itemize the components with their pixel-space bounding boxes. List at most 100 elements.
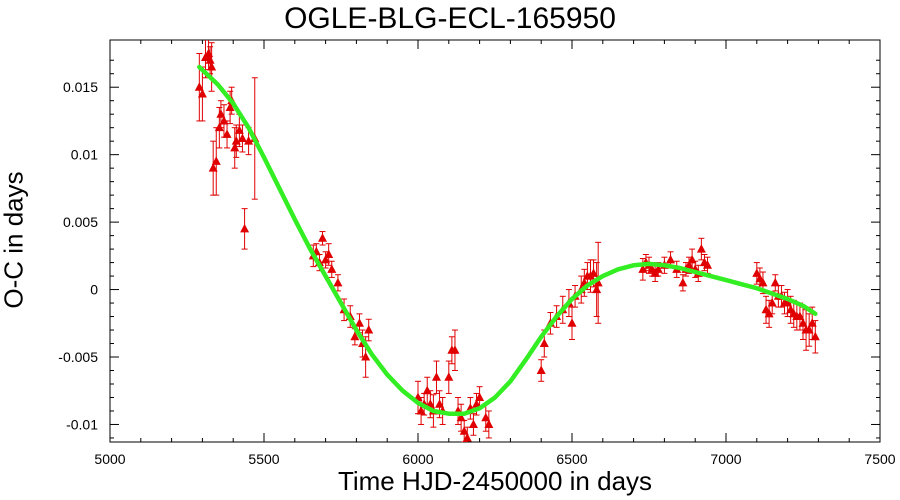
data-point bbox=[770, 274, 780, 292]
point-marker bbox=[472, 399, 482, 408]
x-axis: 5000 5500 6000 6500 7000 7500 bbox=[94, 40, 896, 467]
data-point bbox=[462, 426, 472, 442]
point-marker bbox=[324, 249, 334, 258]
point-marker bbox=[484, 419, 494, 428]
point-marker bbox=[684, 260, 694, 269]
point-marker bbox=[450, 345, 460, 354]
point-marker bbox=[481, 412, 491, 422]
y-tick-label: 0.01 bbox=[71, 147, 98, 163]
point-marker bbox=[321, 254, 331, 264]
y-tick-label: 0.005 bbox=[63, 214, 98, 230]
x-tick-label: 6500 bbox=[556, 451, 587, 467]
point-marker bbox=[197, 88, 207, 98]
data-point bbox=[468, 413, 478, 436]
x-tick-label: 7500 bbox=[864, 451, 895, 467]
point-marker bbox=[752, 268, 762, 277]
data-point bbox=[444, 360, 454, 394]
data-point bbox=[593, 241, 603, 324]
point-marker bbox=[539, 338, 549, 348]
point-marker bbox=[678, 277, 688, 287]
point-marker bbox=[416, 405, 426, 415]
data-point bbox=[536, 359, 546, 382]
x-tick-label: 5500 bbox=[248, 451, 279, 467]
data-point bbox=[222, 120, 232, 149]
point-marker bbox=[244, 136, 254, 145]
data-point bbox=[231, 124, 241, 158]
point-marker bbox=[234, 125, 244, 134]
point-marker bbox=[462, 432, 472, 442]
point-marker bbox=[333, 277, 343, 287]
point-marker bbox=[653, 264, 663, 273]
point-marker bbox=[783, 298, 793, 307]
data-point bbox=[237, 124, 247, 153]
data-point bbox=[207, 42, 217, 92]
point-marker bbox=[211, 156, 221, 165]
data-point bbox=[450, 329, 460, 372]
y-axis-label: O-C in days bbox=[0, 171, 29, 309]
point-marker bbox=[456, 412, 466, 422]
data-point bbox=[318, 231, 328, 246]
point-marker bbox=[237, 133, 247, 142]
point-marker bbox=[364, 325, 374, 334]
point-marker bbox=[240, 223, 250, 233]
data-point bbox=[354, 313, 364, 334]
x-tick-label: 6000 bbox=[402, 451, 433, 467]
point-marker bbox=[589, 268, 599, 277]
point-marker bbox=[207, 61, 217, 71]
point-marker bbox=[350, 331, 360, 341]
point-marker bbox=[208, 163, 218, 172]
point-marker bbox=[214, 122, 224, 132]
data-point bbox=[230, 127, 240, 169]
data-point bbox=[678, 274, 688, 292]
point-marker bbox=[703, 260, 713, 269]
point-marker bbox=[230, 142, 240, 152]
point-marker bbox=[422, 385, 432, 395]
point-marker bbox=[567, 318, 577, 327]
y-axis: 0.015 0.01 0.005 0 -0.005 -0.01 bbox=[58, 59, 880, 439]
point-marker bbox=[225, 102, 235, 111]
point-marker bbox=[435, 399, 445, 408]
point-marker bbox=[459, 426, 469, 435]
point-marker bbox=[231, 136, 241, 145]
y-tick-label: 0.015 bbox=[63, 79, 98, 95]
point-marker bbox=[696, 244, 706, 253]
point-marker bbox=[204, 48, 214, 57]
point-marker bbox=[194, 82, 204, 91]
data-point bbox=[567, 306, 577, 340]
x-tick-label: 5000 bbox=[94, 451, 125, 467]
data-point bbox=[758, 271, 768, 295]
point-marker bbox=[468, 419, 478, 428]
point-marker bbox=[219, 115, 229, 125]
point-marker bbox=[444, 372, 454, 381]
data-point bbox=[484, 410, 494, 439]
data-point bbox=[327, 260, 337, 278]
y-tick-label: 0 bbox=[90, 282, 98, 298]
data-point bbox=[804, 313, 814, 347]
chart-title: OGLE-BLG-ECL-165950 bbox=[284, 2, 616, 35]
point-marker bbox=[216, 109, 226, 118]
point-marker bbox=[361, 352, 371, 361]
point-marker bbox=[431, 372, 441, 381]
x-axis-label: Time HJD-2450000 in days bbox=[337, 466, 653, 496]
x-tick-label: 7000 bbox=[710, 451, 741, 467]
data-point bbox=[364, 318, 374, 342]
point-marker bbox=[767, 298, 777, 307]
point-marker bbox=[205, 55, 215, 64]
fit-curve bbox=[197, 64, 818, 416]
point-marker bbox=[475, 392, 485, 401]
data-point bbox=[425, 390, 435, 419]
point-marker bbox=[798, 318, 808, 327]
point-marker bbox=[354, 318, 364, 327]
data-point bbox=[810, 320, 820, 354]
y-tick-label: -0.005 bbox=[58, 349, 98, 365]
plot-frame bbox=[109, 39, 881, 443]
point-marker bbox=[318, 233, 328, 242]
point-marker bbox=[425, 399, 435, 408]
point-marker bbox=[536, 365, 546, 375]
data-point bbox=[240, 208, 250, 250]
point-marker bbox=[764, 308, 774, 318]
data-point bbox=[324, 243, 334, 266]
point-marker bbox=[593, 277, 603, 287]
data-point bbox=[431, 360, 441, 394]
